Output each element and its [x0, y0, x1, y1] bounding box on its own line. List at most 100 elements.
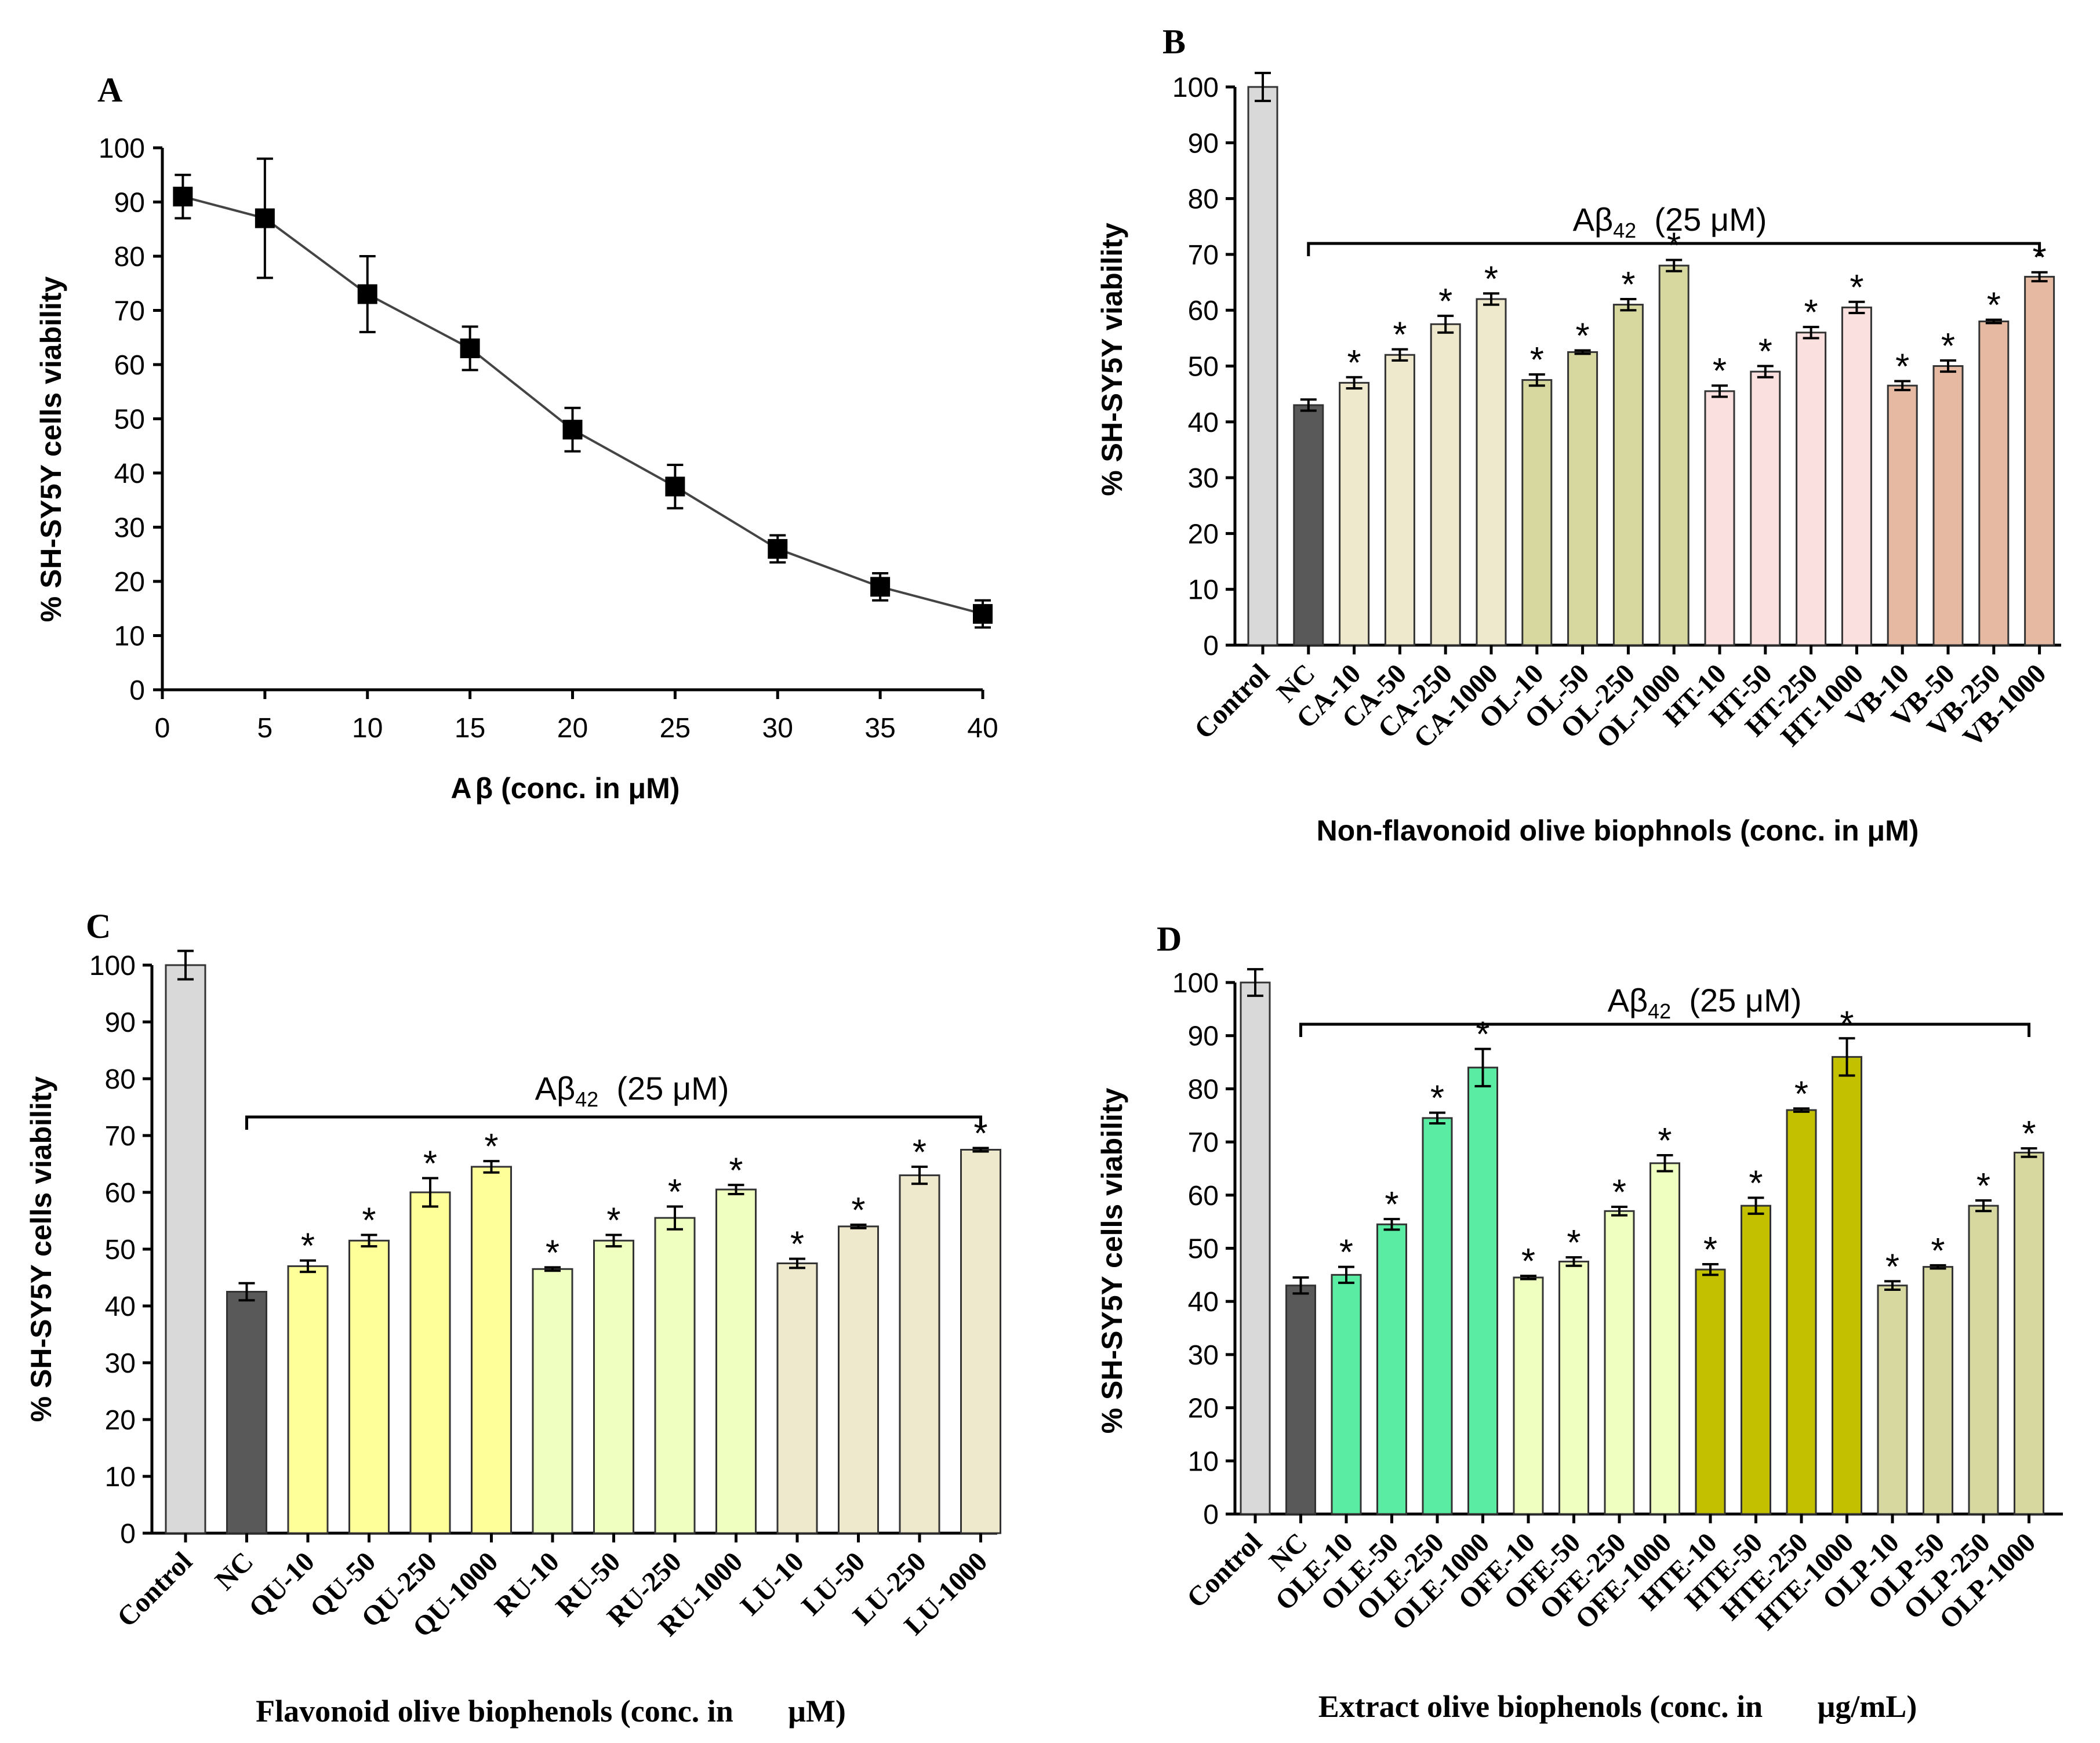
panel-c-y-tick-label: 10: [105, 1462, 136, 1493]
panel-c-x-axis-title: Flavonoid olive biophenols (conc. in μM): [256, 1694, 846, 1729]
panel-d-bar: [1376, 1223, 1407, 1515]
panel-d-bar: [1467, 1067, 1498, 1515]
panel-d-y-tick-label: 100: [1172, 968, 1219, 999]
panel-d-bar-chart: D % SH-SY5Y cells viability Extract oliv…: [1096, 920, 2063, 1724]
panel-a-data-point: [665, 476, 685, 497]
panel-b-significance-marker: *: [1759, 332, 1772, 372]
bracket-label-main: Aβ: [1573, 201, 1614, 238]
panel-d-bar: [1650, 1162, 1680, 1515]
panel-a-data-point: [460, 338, 480, 358]
panel-c-category-label: LU-10: [735, 1546, 810, 1621]
panel-a-x-tick-label: 35: [864, 713, 895, 744]
panel-d-y-tick-label: 90: [1188, 1021, 1219, 1052]
panel-c-y-tick-label: 50: [105, 1235, 136, 1265]
panel-d-bar: [1604, 1210, 1635, 1515]
panel-d-category-label: Control: [1181, 1527, 1268, 1614]
panel-b-significance-marker: *: [1393, 315, 1407, 355]
panel-b-bar: [1247, 86, 1278, 646]
panel-a-x-tick-label: 20: [557, 713, 588, 744]
panel-d-bar: [2014, 1151, 2044, 1515]
panel-b-bar: [1430, 323, 1461, 646]
panel-a-data-point: [173, 187, 193, 207]
panel-d-significance-marker: *: [1430, 1079, 1444, 1119]
panel-a-y-tick-label: 50: [114, 405, 145, 435]
panel-c-bracket-label: Aβ42 (25 μM): [535, 1070, 729, 1111]
panel-a-x-tick-label: 0: [155, 713, 170, 744]
panel-a-x-tick-label: 10: [352, 713, 383, 744]
panel-b-bar: [1293, 404, 1324, 646]
panel-c-bar: [226, 1291, 267, 1534]
panel-b-bar-chart: B % SH-SY5Y viability Non-flavonoid oliv…: [1096, 23, 2061, 847]
panel-c-significance-marker: *: [851, 1191, 865, 1231]
panel-b-significance-marker: *: [1895, 347, 1909, 387]
panel-a-x-tick-label: 15: [455, 713, 485, 744]
panel-d-bar: [1558, 1260, 1589, 1515]
panel-a-data-point: [562, 420, 583, 440]
panel-a-data-point: [768, 538, 788, 559]
panel-b-significance-marker: *: [1530, 340, 1544, 380]
panel-b-y-tick-label: 40: [1188, 407, 1219, 438]
panel-d-significance-marker: *: [1885, 1247, 1899, 1287]
panel-d-y-tick-label: 70: [1188, 1127, 1219, 1158]
panel-a-x-tick-label: 5: [257, 713, 273, 744]
panel-letter-c: C: [86, 907, 111, 945]
panel-a-data-point: [255, 208, 275, 228]
panel-c-bar: [165, 964, 206, 1534]
panel-a-y-tick-label: 100: [99, 133, 145, 164]
panel-c-bar: [532, 1268, 573, 1534]
bracket-label-tail: (25 μM): [1636, 201, 1767, 238]
panel-d-significance-marker: *: [1567, 1223, 1581, 1263]
panel-d-significance-marker: *: [1977, 1166, 1990, 1206]
panel-b-significance-marker: *: [1850, 268, 1863, 308]
panel-a-data-point: [870, 577, 891, 597]
panel-b-y-tick-label: 80: [1188, 184, 1219, 215]
panel-b-y-tick-label: 30: [1188, 463, 1219, 494]
bracket-label-tail: (25 μM): [1671, 982, 1801, 1018]
panel-b-y-tick-label: 50: [1188, 352, 1219, 383]
bracket-label-subscript: 42: [575, 1087, 598, 1111]
panel-c-bar: [899, 1174, 940, 1534]
panel-b-bar: [1567, 351, 1598, 646]
panel-a-x-tick-label: 25: [660, 713, 691, 744]
panel-b-y-axis-title: % SH-SY5Y viability: [1096, 223, 1128, 496]
panel-c-bar: [287, 1265, 329, 1534]
panel-a-data-point: [357, 284, 377, 304]
panel-c-y-tick-label: 100: [89, 951, 136, 981]
panel-b-bracket: [1307, 242, 2041, 256]
panel-a-y-tick-label: 20: [114, 567, 145, 598]
panel-b-bar: [1750, 370, 1781, 646]
panel-c-y-tick-label: 90: [105, 1007, 136, 1038]
panel-d-bar: [1513, 1276, 1544, 1515]
bracket-label-tail: (25 μM): [598, 1070, 729, 1107]
panel-b-bar: [1932, 365, 1964, 646]
panel-c-y-tick-label: 30: [105, 1348, 136, 1379]
panel-d-y-tick-label: 20: [1188, 1393, 1219, 1424]
panel-d-bar: [1331, 1273, 1362, 1515]
panel-b-significance-marker: *: [1987, 286, 2001, 326]
panel-c-bar: [715, 1188, 757, 1534]
panel-b-significance-marker: *: [1438, 282, 1452, 322]
panel-a-y-tick-label: 60: [114, 350, 145, 381]
panel-b-x-axis-title: Non-flavonoid olive biophnols (conc. in …: [1317, 814, 1919, 847]
panel-a-series-line: [182, 195, 983, 616]
panel-c-significance-marker: *: [668, 1173, 682, 1213]
panel-d-bar: [1285, 1284, 1316, 1515]
panel-b-bar: [1339, 381, 1370, 646]
panel-c-significance-marker: *: [790, 1225, 804, 1265]
panel-d-bar: [1422, 1117, 1453, 1515]
panel-b-bracket-label: Aβ42 (25 μM): [1573, 201, 1767, 242]
panel-d-y-tick-label: 40: [1188, 1287, 1219, 1318]
panel-d-y-tick-label: 0: [1203, 1500, 1219, 1530]
panel-d-bar: [1923, 1266, 1953, 1515]
panel-letter-b: B: [1162, 23, 1186, 61]
panel-b-y-tick-label: 10: [1188, 575, 1219, 606]
panel-c-category-label: Control: [111, 1546, 198, 1633]
panel-b-significance-marker: *: [1347, 343, 1361, 383]
panel-d-bar: [1240, 981, 1271, 1515]
panel-c-y-tick-label: 70: [105, 1121, 136, 1152]
panel-d-significance-marker: *: [2022, 1114, 2036, 1154]
panel-a-x-tick-label: 30: [762, 713, 793, 744]
panel-c-bar-chart: C % SH-SY5Y cells viability Flavonoid ol…: [25, 907, 1001, 1729]
panel-a-y-tick-label: 10: [114, 621, 145, 652]
